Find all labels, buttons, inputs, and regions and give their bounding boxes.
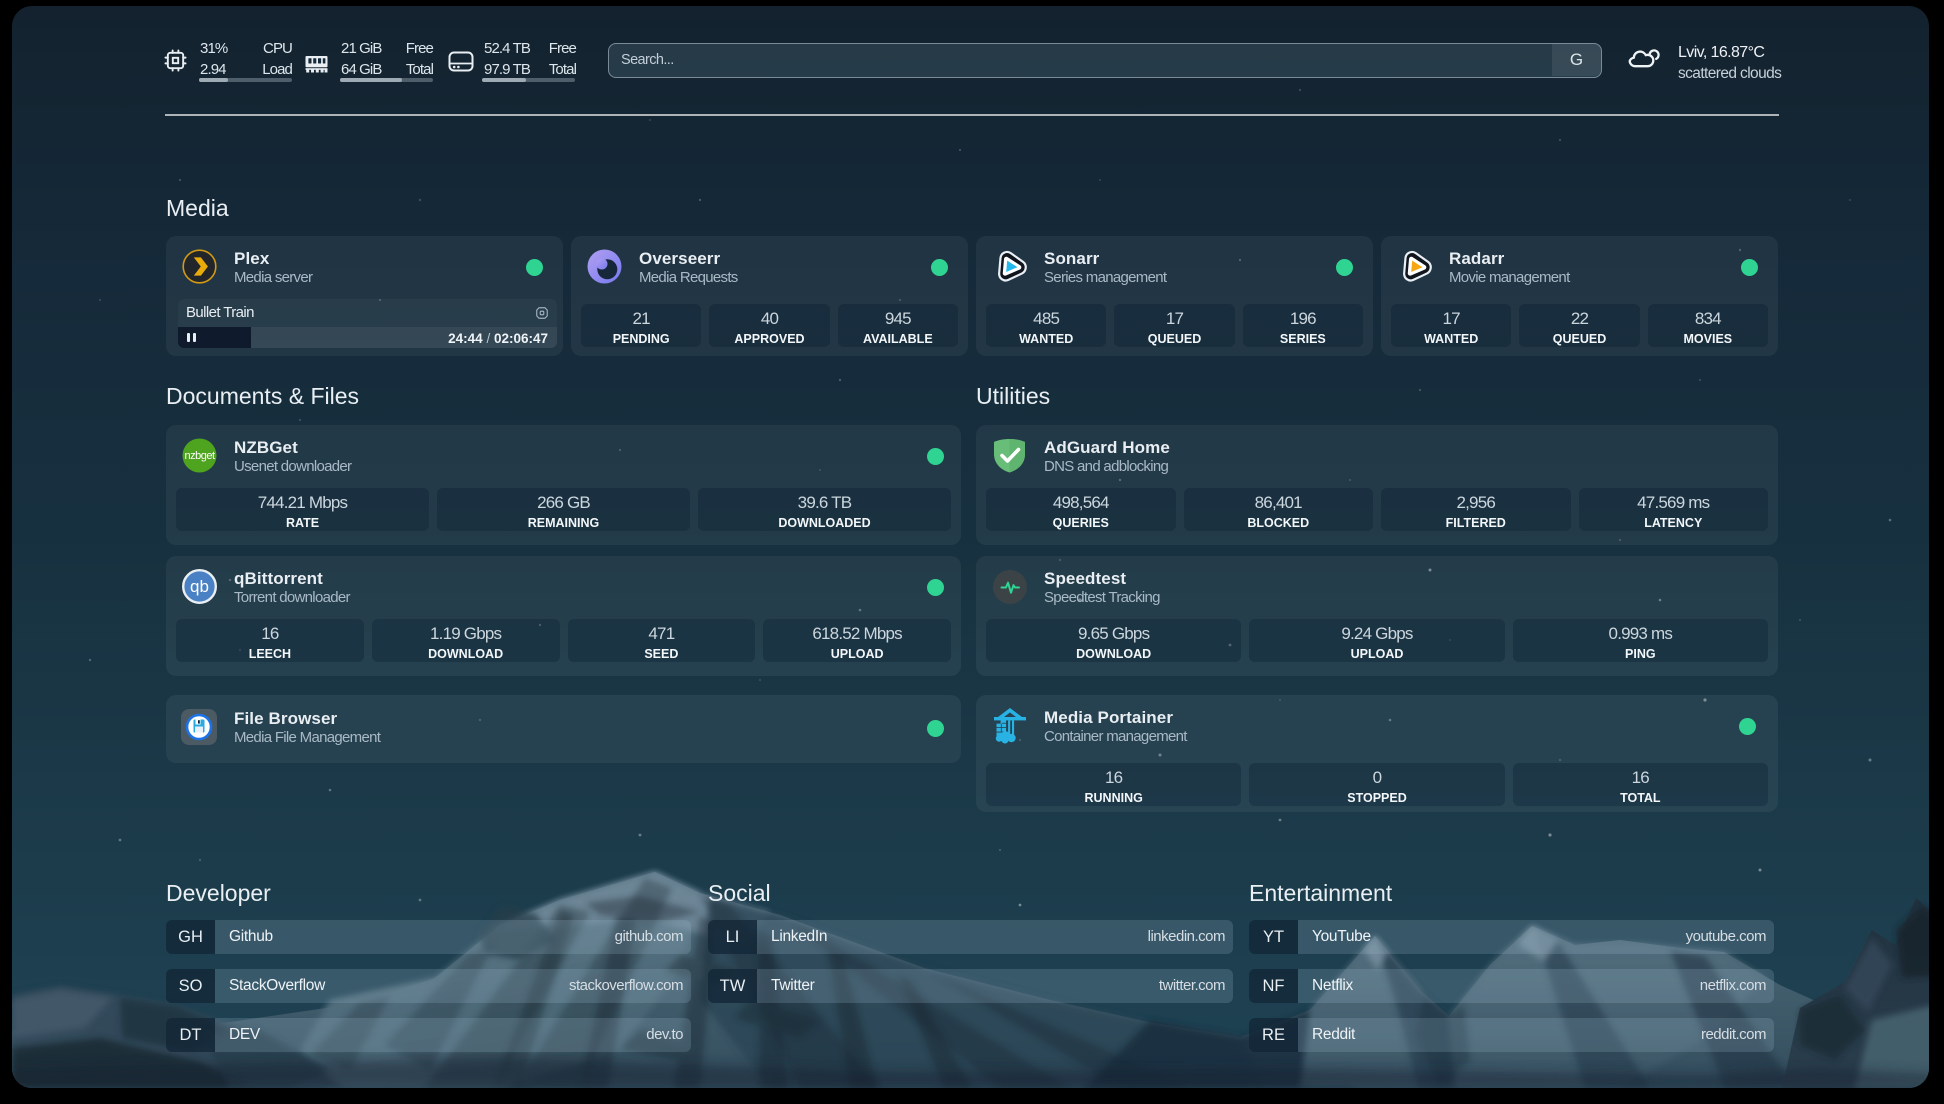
svg-text:qb: qb: [190, 577, 209, 596]
svg-text:nzbget: nzbget: [184, 450, 214, 462]
